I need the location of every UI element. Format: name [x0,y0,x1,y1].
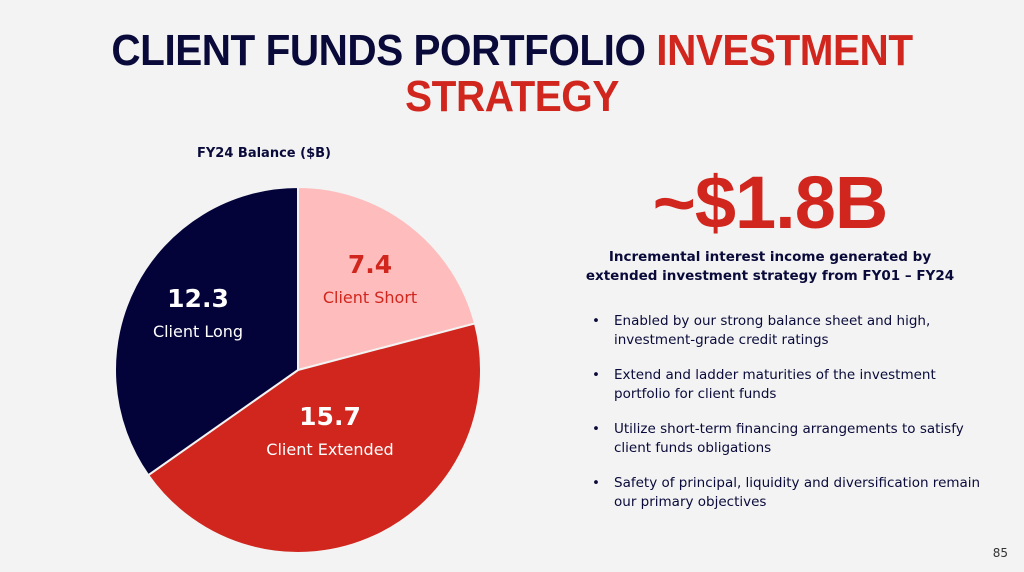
headline-caption: Incremental interest income generated by… [585,249,955,284]
bullet-item: Safety of principal, liquidity and diver… [588,474,988,512]
label-client-extended: 15.7 Client Extended [230,402,430,462]
label-client-short: 7.4 Client Short [270,250,470,310]
page-number: 85 [992,546,1008,560]
bullet-item: Utilize short-term financing arrangement… [588,420,988,458]
title-part1: CLIENT FUNDS PORTFOLIO [111,26,646,75]
value-label: 7.4 [347,250,393,279]
bullet-item: Extend and ladder maturities of the inve… [588,366,988,404]
pie-slice-client-short [297,185,477,372]
headline-value: ~$1.8B [652,161,889,244]
slide-title: CLIENT FUNDS PORTFOLIO INVESTMENT STRATE… [41,28,983,120]
label-client-long: 12.3 Client Long [98,284,298,344]
slice-label: Client Extended [266,440,394,459]
slice-label: Client Short [322,288,418,307]
chart-title: FY24 Balance ($B) [197,146,331,161]
pie-slice-client-long [114,185,299,477]
slice-label: Client Long [152,322,244,341]
pie-slice-client-extended [146,322,482,554]
bullet-item: Enabled by our strong balance sheet and … [588,312,988,350]
bullet-list: Enabled by our strong balance sheet and … [588,312,988,528]
value-label: 12.3 [167,284,229,313]
title-part2: INVESTMENT STRATEGY [405,26,913,121]
value-label: 15.7 [299,402,361,431]
